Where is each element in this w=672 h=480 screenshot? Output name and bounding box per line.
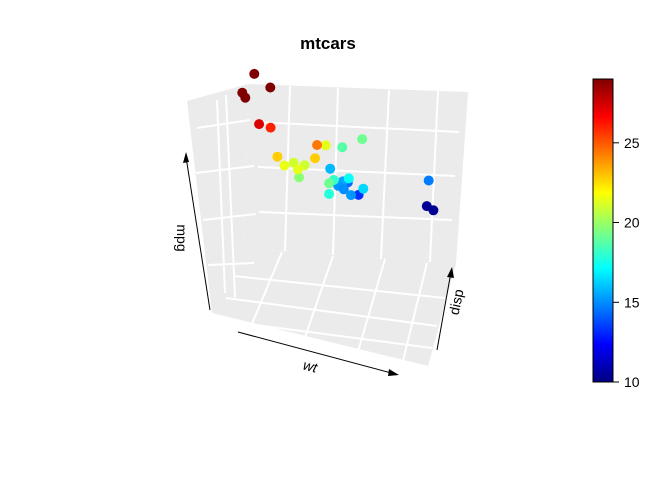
data-point-8 <box>310 153 320 164</box>
data-point-15 <box>428 205 439 216</box>
grid-line-12 <box>429 90 439 263</box>
data-point-2 <box>272 151 283 162</box>
data-point-25 <box>254 119 265 130</box>
points-layer <box>237 68 439 216</box>
data-point-24 <box>357 134 368 145</box>
colorbar-ticks: 10 15 20 25 <box>613 135 640 390</box>
grid-line-11 <box>380 89 390 260</box>
grid-line-13 <box>232 275 446 299</box>
data-point-20 <box>279 160 290 171</box>
data-point-29 <box>294 172 305 183</box>
data-point-9 <box>324 178 335 189</box>
data-point-10 <box>324 189 335 199</box>
data-point-26 <box>265 122 276 133</box>
data-point-12 <box>343 173 354 184</box>
y-axis-arrow <box>436 271 452 351</box>
grid-line-8 <box>258 211 453 221</box>
data-point-28 <box>325 163 336 174</box>
grid-line-18 <box>356 258 386 356</box>
data-point-19 <box>249 68 260 79</box>
data-point-11 <box>358 183 369 194</box>
chart-title: mtcars <box>300 34 356 53</box>
grid-line-17 <box>302 255 334 344</box>
data-point-4 <box>337 142 348 153</box>
grid-line-19 <box>401 262 428 366</box>
colorbar-tick-label-1: 15 <box>624 294 640 310</box>
grid-line-1 <box>195 165 255 174</box>
data-point-17 <box>265 82 276 93</box>
colorbar <box>592 78 614 383</box>
data-point-13 <box>346 190 356 201</box>
data-point-16 <box>423 175 434 186</box>
grid-line-15 <box>217 319 433 349</box>
data-point-7 <box>312 140 323 150</box>
x-axis-arrowhead <box>388 369 399 376</box>
colorbar-tick-label-3: 25 <box>624 135 640 151</box>
grid-line-7 <box>257 166 456 177</box>
grid-line-2 <box>202 213 257 221</box>
data-point-18 <box>240 92 251 103</box>
data-point-30 <box>338 184 349 195</box>
colorbar-tick-label-2: 20 <box>624 215 640 231</box>
grid-line-5 <box>225 94 236 298</box>
grid-line-3 <box>207 262 255 266</box>
data-point-31 <box>292 164 303 175</box>
z-axis-arrow <box>185 156 211 311</box>
z-axis-label: mpg <box>174 224 190 251</box>
floor-panel <box>212 248 456 366</box>
grid-line-4 <box>216 99 226 294</box>
data-point-3 <box>320 140 331 151</box>
x-axis-arrow <box>237 331 396 375</box>
x-axis-label: wt <box>301 357 320 376</box>
grid-line-16 <box>248 251 283 332</box>
y-axis-label: disp <box>446 288 467 317</box>
z-axis-arrowhead <box>183 152 189 163</box>
grid-line-10 <box>332 87 339 256</box>
colorbar-tick-label-0: 10 <box>624 374 640 390</box>
grid-line-0 <box>196 119 251 129</box>
y-axis-arrowhead <box>447 267 454 278</box>
